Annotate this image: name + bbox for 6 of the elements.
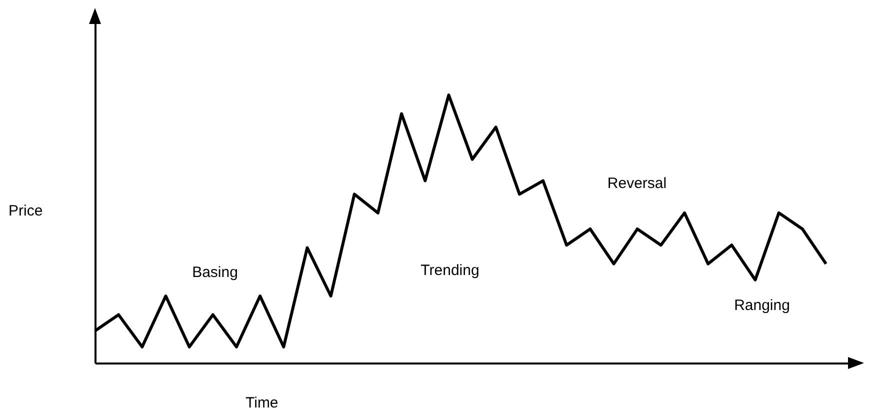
annotation: Reversal <box>607 175 667 192</box>
annotation: Ranging <box>734 297 790 314</box>
y-axis-title: Price <box>8 202 43 220</box>
annotation: Trending <box>420 262 480 279</box>
annotation: Basing <box>192 264 238 281</box>
x-axis-title: Time <box>246 394 278 412</box>
